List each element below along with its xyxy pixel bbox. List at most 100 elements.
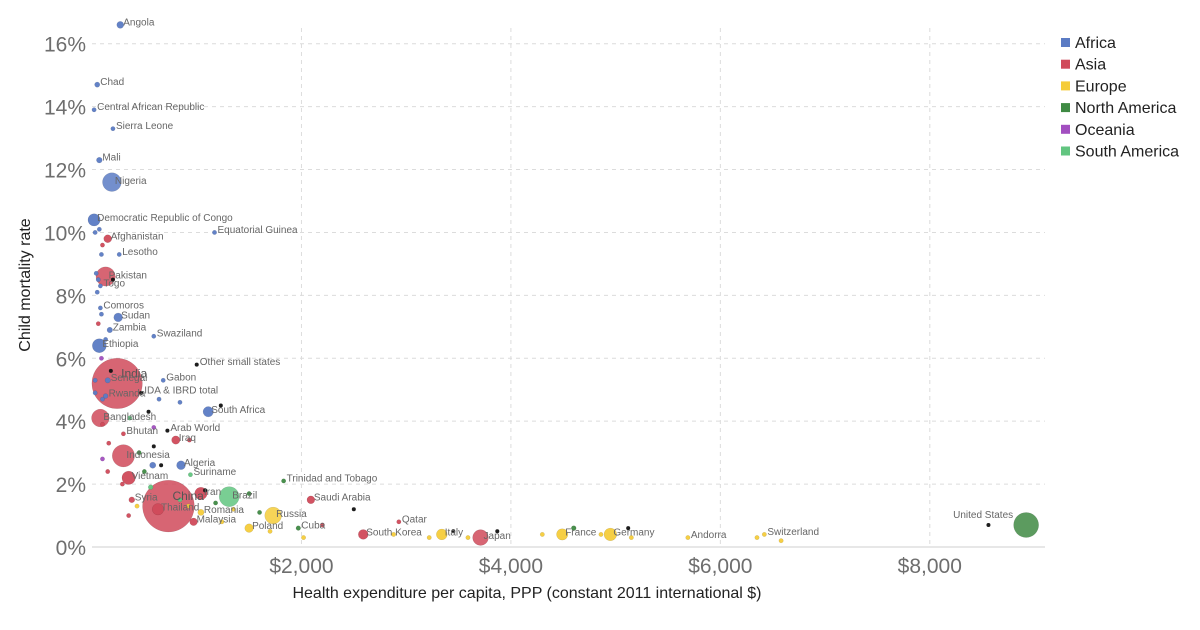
data-point[interactable] xyxy=(103,336,109,342)
data-point[interactable] xyxy=(257,509,263,515)
data-point[interactable]: Togo xyxy=(97,283,103,289)
data-point[interactable]: Algeria xyxy=(176,460,186,470)
data-point[interactable] xyxy=(218,403,223,408)
data-point[interactable]: Afghanistan xyxy=(103,234,112,243)
data-point[interactable] xyxy=(98,311,104,317)
data-point[interactable] xyxy=(105,469,111,474)
data-point[interactable] xyxy=(213,500,219,506)
data-point[interactable] xyxy=(230,506,236,512)
data-point[interactable] xyxy=(98,252,104,257)
data-point[interactable]: Suriname xyxy=(187,472,193,478)
data-point[interactable] xyxy=(100,396,105,402)
data-point[interactable]: United States xyxy=(1013,512,1039,538)
data-point[interactable] xyxy=(267,528,273,534)
data-point[interactable]: IDA & IBRD total xyxy=(139,390,144,395)
data-point[interactable] xyxy=(136,450,142,456)
data-point[interactable] xyxy=(127,415,133,421)
data-point[interactable] xyxy=(628,535,634,541)
data-point[interactable] xyxy=(598,531,604,537)
data-point[interactable] xyxy=(134,503,140,509)
data-point[interactable] xyxy=(96,226,102,232)
data-point[interactable] xyxy=(626,526,631,531)
data-point[interactable]: Angola xyxy=(116,21,125,29)
data-point[interactable] xyxy=(465,535,471,541)
data-point[interactable]: Malaysia xyxy=(189,517,198,526)
data-point[interactable] xyxy=(301,535,306,541)
data-point[interactable] xyxy=(451,529,456,534)
data-point[interactable]: Syria xyxy=(128,496,136,504)
data-point[interactable]: Germany xyxy=(603,527,617,542)
data-point[interactable] xyxy=(126,513,132,518)
data-point[interactable]: South Africa xyxy=(202,406,214,418)
data-point[interactable]: Saudi Arabia xyxy=(306,495,316,504)
data-point[interactable] xyxy=(106,440,112,446)
data-point[interactable] xyxy=(110,277,115,282)
data-point[interactable]: Zambia xyxy=(106,326,113,334)
data-point[interactable]: Iraq xyxy=(171,435,181,445)
data-point[interactable] xyxy=(754,535,760,541)
data-point[interactable] xyxy=(149,461,157,469)
data-point[interactable]: Lesotho xyxy=(116,252,122,257)
data-point[interactable] xyxy=(219,519,225,525)
data-point[interactable] xyxy=(100,456,105,462)
data-point[interactable]: China xyxy=(142,479,195,533)
data-point[interactable]: Arab World xyxy=(165,428,170,433)
data-point[interactable] xyxy=(185,503,191,509)
data-point[interactable] xyxy=(319,522,325,528)
data-point[interactable]: Senegal xyxy=(104,377,111,384)
data-point[interactable]: Switzerland xyxy=(761,531,767,537)
data-point[interactable] xyxy=(177,497,183,503)
data-point[interactable] xyxy=(426,535,432,541)
data-point[interactable] xyxy=(100,421,105,427)
data-point[interactable]: Italy xyxy=(436,528,448,541)
data-point[interactable]: Bhutan xyxy=(120,431,126,437)
data-point[interactable]: Japan xyxy=(472,529,489,546)
data-point[interactable] xyxy=(92,377,98,383)
data-point[interactable] xyxy=(159,463,164,468)
data-point[interactable] xyxy=(147,484,154,490)
data-point[interactable] xyxy=(92,229,98,235)
data-point[interactable]: Other small states xyxy=(194,362,199,367)
data-point[interactable]: Romania xyxy=(197,509,205,516)
data-point[interactable]: Gabon xyxy=(160,377,166,383)
data-point[interactable]: Bangladesh xyxy=(91,408,110,428)
data-point[interactable] xyxy=(141,469,147,474)
data-point[interactable] xyxy=(203,488,208,493)
data-point[interactable] xyxy=(151,425,157,430)
data-point[interactable]: Qatar xyxy=(396,519,402,525)
data-point[interactable]: Russia xyxy=(264,506,282,525)
data-point[interactable]: Mali xyxy=(96,156,103,164)
data-point[interactable] xyxy=(351,507,356,512)
data-point[interactable] xyxy=(95,277,101,283)
data-point[interactable]: Sudan xyxy=(113,312,123,323)
data-point[interactable] xyxy=(778,538,784,544)
data-point[interactable] xyxy=(391,531,397,537)
data-point[interactable] xyxy=(177,399,183,405)
data-point[interactable]: Equatorial Guinea xyxy=(212,230,217,235)
data-point[interactable]: France xyxy=(556,528,569,541)
data-point[interactable] xyxy=(98,355,104,361)
data-point[interactable]: Sierra Leone xyxy=(110,126,116,132)
data-point[interactable]: Swaziland xyxy=(151,333,157,339)
data-point[interactable]: Ethiopia xyxy=(92,338,107,353)
data-point[interactable]: Comoros xyxy=(97,305,103,311)
data-point[interactable] xyxy=(186,437,192,443)
data-point[interactable]: Trinidad and Tobago xyxy=(281,478,287,484)
data-point[interactable]: Central African Republic xyxy=(91,107,97,113)
data-point[interactable]: Indonesia xyxy=(111,444,135,468)
data-point[interactable] xyxy=(539,531,545,537)
data-point[interactable] xyxy=(156,396,162,402)
data-point[interactable] xyxy=(93,270,99,276)
data-point[interactable]: Nigeria xyxy=(102,172,122,192)
data-point[interactable]: Chad xyxy=(94,81,101,88)
data-point[interactable]: Thailand xyxy=(151,503,164,516)
data-point[interactable] xyxy=(100,242,105,248)
data-point[interactable] xyxy=(151,444,156,449)
data-point[interactable]: Andorra xyxy=(685,535,691,541)
data-point[interactable] xyxy=(95,321,101,327)
data-point[interactable]: South Korea xyxy=(358,529,369,540)
data-point[interactable]: Rwanda xyxy=(102,393,109,399)
data-point[interactable] xyxy=(571,525,577,531)
data-point[interactable] xyxy=(119,481,125,487)
data-point[interactable] xyxy=(108,368,113,373)
